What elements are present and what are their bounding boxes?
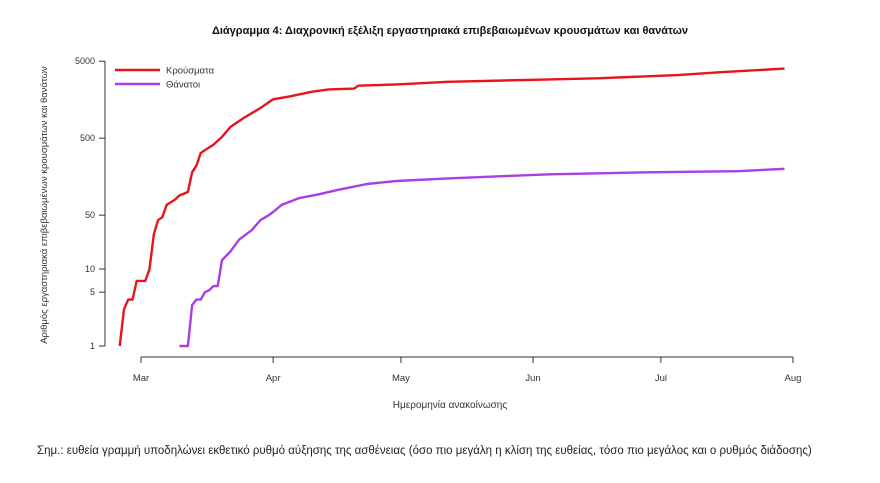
chart-title: Διάγραμμα 4: Διαχρονική εξέλιξη εργαστηρ…	[212, 25, 688, 37]
y-tick-label: 500	[80, 133, 95, 143]
x-tick-label: Mar	[133, 373, 149, 384]
y-tick-label: 50	[85, 210, 95, 220]
legend-label: Θάνατοι	[166, 80, 200, 91]
x-tick-label: Jul	[655, 373, 667, 384]
y-tick-label: 5	[90, 287, 95, 297]
y-tick-label: 5000	[75, 56, 95, 66]
x-tick-label: May	[392, 373, 410, 384]
y-tick-label: 10	[85, 264, 95, 274]
series-line-deaths	[179, 167, 785, 348]
x-axis-label: Ημερομηνία ανακοίνωσης	[393, 399, 508, 411]
chart-note: Σημ.: ευθεία γραμμή υποδηλώνει εκθετικό …	[37, 445, 812, 457]
y-axis-label: Αριθμός εργαστηριακά επιβεβαιωμένων κρου…	[39, 66, 50, 344]
y-tick-label: 1	[90, 341, 95, 351]
x-tick-label: Jun	[525, 373, 540, 384]
legend-label: Κρούσματα	[166, 66, 215, 77]
x-tick-label: Aug	[785, 373, 802, 384]
x-tick-label: Apr	[266, 373, 281, 384]
series-line-cases	[118, 67, 785, 347]
